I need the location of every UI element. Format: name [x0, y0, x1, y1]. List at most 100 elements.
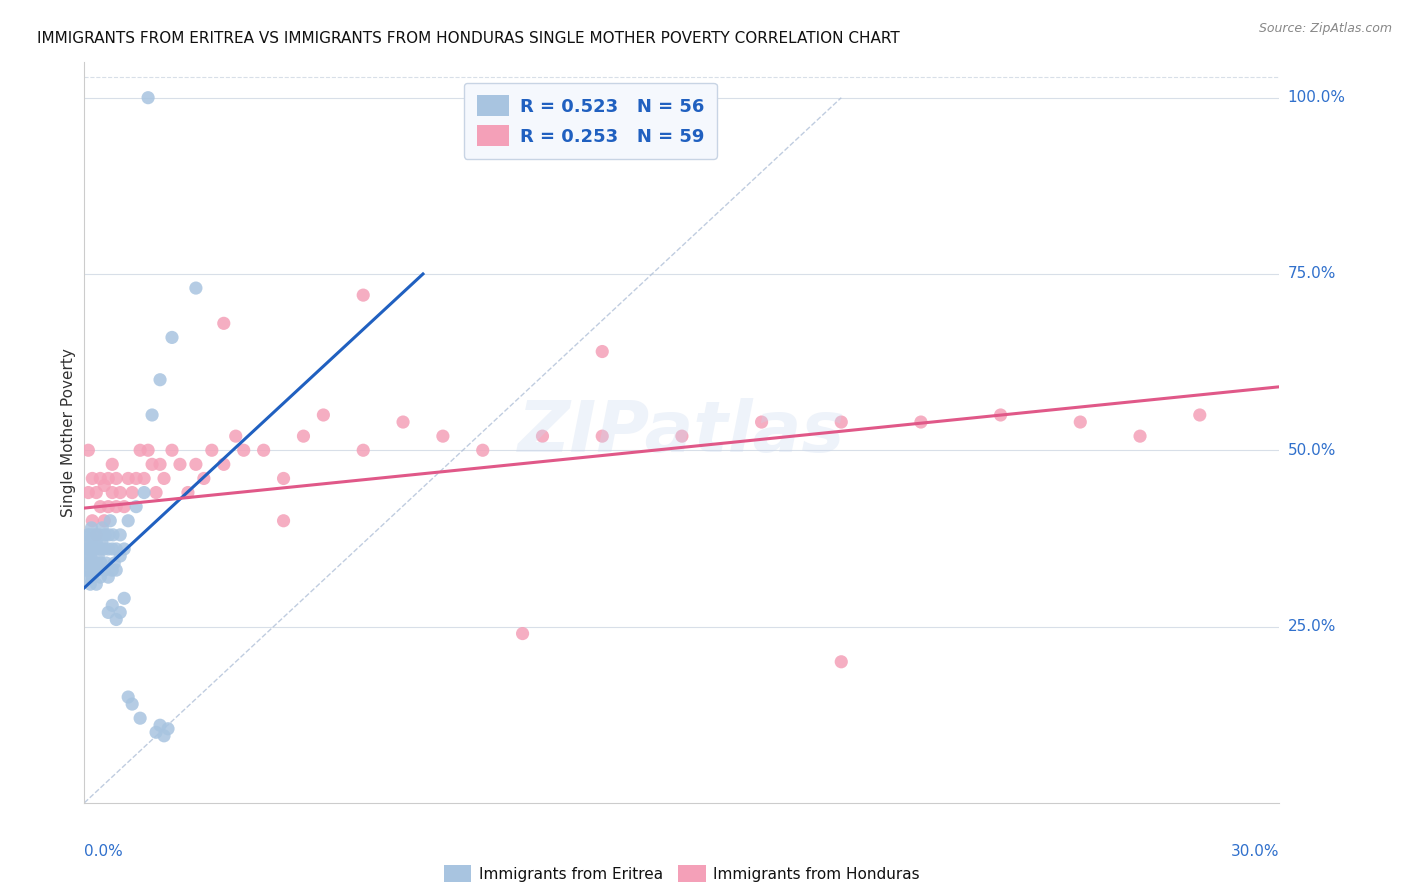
- Point: [90, 556, 112, 570]
- Point: [82, 570, 104, 584]
- Point: [392, 415, 415, 429]
- Point: [145, 485, 167, 500]
- Point: [273, 514, 295, 528]
- Point: [125, 471, 148, 485]
- Point: [136, 443, 159, 458]
- Text: 50.0%: 50.0%: [1288, 442, 1336, 458]
- Point: [77, 443, 100, 458]
- Point: [82, 541, 104, 556]
- Point: [93, 563, 115, 577]
- Point: [101, 485, 124, 500]
- Point: [591, 344, 613, 359]
- Point: [84, 541, 107, 556]
- Point: [98, 514, 121, 528]
- Point: [89, 500, 111, 514]
- Point: [79, 541, 101, 556]
- Point: [145, 725, 167, 739]
- Point: [86, 535, 108, 549]
- Point: [531, 429, 554, 443]
- Text: Source: ZipAtlas.com: Source: ZipAtlas.com: [1258, 22, 1392, 36]
- Text: 75.0%: 75.0%: [1288, 267, 1336, 282]
- Point: [90, 535, 112, 549]
- Point: [141, 458, 163, 472]
- Point: [136, 91, 159, 105]
- Point: [105, 563, 128, 577]
- Point: [76, 528, 98, 542]
- Point: [110, 549, 132, 563]
- Point: [82, 471, 104, 485]
- Point: [117, 690, 139, 704]
- Point: [101, 528, 124, 542]
- Point: [80, 521, 103, 535]
- Text: 25.0%: 25.0%: [1288, 619, 1336, 634]
- Point: [184, 281, 207, 295]
- Point: [132, 485, 156, 500]
- Point: [149, 718, 172, 732]
- Point: [292, 429, 315, 443]
- Point: [273, 471, 295, 485]
- Point: [121, 485, 143, 500]
- Point: [97, 500, 120, 514]
- Point: [83, 528, 105, 542]
- Point: [80, 556, 103, 570]
- Point: [225, 429, 247, 443]
- Point: [117, 471, 139, 485]
- Point: [86, 485, 108, 500]
- Text: ZIPatlas: ZIPatlas: [519, 398, 845, 467]
- Point: [184, 458, 207, 472]
- Point: [177, 485, 200, 500]
- Text: IMMIGRANTS FROM ERITREA VS IMMIGRANTS FROM HONDURAS SINGLE MOTHER POVERTY CORREL: IMMIGRANTS FROM ERITREA VS IMMIGRANTS FR…: [37, 31, 900, 46]
- Point: [96, 556, 118, 570]
- Point: [671, 429, 693, 443]
- Point: [591, 429, 613, 443]
- Point: [77, 541, 100, 556]
- Point: [121, 697, 143, 711]
- Point: [105, 500, 128, 514]
- Y-axis label: Single Mother Poverty: Single Mother Poverty: [60, 348, 76, 517]
- Point: [101, 563, 124, 577]
- Point: [112, 541, 135, 556]
- Point: [91, 521, 114, 535]
- Point: [77, 556, 100, 570]
- Point: [110, 606, 132, 620]
- Point: [432, 429, 454, 443]
- Point: [160, 443, 183, 458]
- Point: [89, 541, 111, 556]
- Point: [1129, 429, 1152, 443]
- Legend: Immigrants from Eritrea, Immigrants from Honduras: Immigrants from Eritrea, Immigrants from…: [437, 859, 927, 888]
- Point: [97, 570, 120, 584]
- Point: [212, 458, 235, 472]
- Point: [352, 288, 374, 302]
- Point: [129, 443, 152, 458]
- Point: [103, 556, 125, 570]
- Point: [110, 528, 132, 542]
- Point: [87, 528, 110, 542]
- Point: [169, 458, 191, 472]
- Point: [201, 443, 224, 458]
- Point: [751, 415, 773, 429]
- Point: [94, 528, 117, 542]
- Point: [232, 443, 254, 458]
- Point: [97, 471, 120, 485]
- Point: [132, 471, 156, 485]
- Point: [77, 563, 100, 577]
- Text: 0.0%: 0.0%: [84, 844, 124, 858]
- Point: [75, 563, 97, 577]
- Point: [830, 655, 852, 669]
- Text: 30.0%: 30.0%: [1232, 844, 1279, 858]
- Point: [512, 626, 534, 640]
- Point: [1069, 415, 1091, 429]
- Point: [117, 514, 139, 528]
- Point: [990, 408, 1012, 422]
- Point: [105, 471, 128, 485]
- Point: [80, 549, 103, 563]
- Point: [157, 722, 180, 736]
- Point: [101, 458, 124, 472]
- Point: [312, 408, 335, 422]
- Point: [193, 471, 215, 485]
- Point: [79, 528, 101, 542]
- Point: [80, 535, 103, 549]
- Point: [82, 514, 104, 528]
- Point: [112, 591, 135, 606]
- Point: [352, 443, 374, 458]
